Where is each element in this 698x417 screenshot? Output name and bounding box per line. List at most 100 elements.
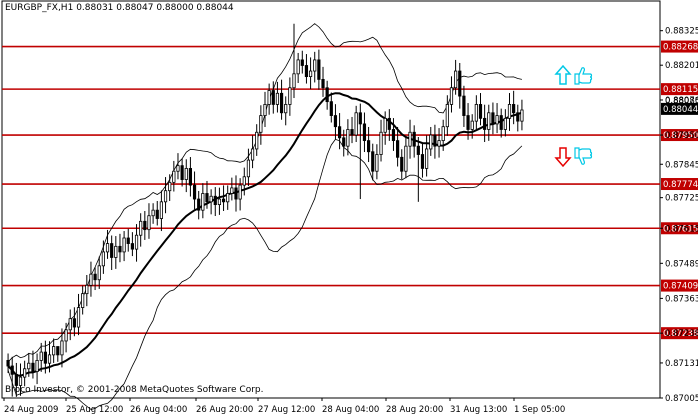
price-tick-label-hidden: 0.88085 (665, 96, 698, 106)
candle-body (425, 148, 429, 169)
level-label-text: 0.87950 (663, 131, 698, 141)
candle-body (503, 117, 507, 130)
candle-body (317, 59, 321, 80)
level-label-bg (661, 178, 698, 191)
candle-body (180, 165, 184, 180)
candle-body (101, 251, 105, 267)
candle-body (68, 318, 72, 331)
candle-body (487, 112, 491, 130)
lower-band (7, 138, 523, 410)
level-label-text: 0.87238 (663, 329, 698, 339)
candle-body (362, 123, 367, 142)
candle-body (126, 237, 130, 244)
arrow-down-shape (554, 147, 572, 168)
price-tick-label: 0.87725 (665, 194, 698, 204)
candle-body (478, 104, 483, 119)
candle-body (242, 176, 246, 186)
upper-band (7, 23, 522, 363)
candle-body (159, 201, 163, 219)
candle-body (217, 198, 222, 206)
bollinger-bands (7, 23, 523, 410)
arrow-up-icon (554, 64, 572, 85)
candle-body (60, 340, 64, 356)
chart-frame (1, 0, 661, 399)
candle-body (383, 117, 387, 133)
candle-body (122, 237, 126, 253)
candle-body (437, 140, 441, 147)
price-tick-label: 0.87950 (665, 131, 698, 141)
arrow-down-icon (554, 147, 572, 168)
candle-body (466, 115, 470, 130)
candle-body (491, 112, 495, 125)
price-tick-label: 0.88325 (665, 27, 698, 37)
level-label-text: 0.87409 (663, 282, 698, 292)
level-label-text: 0.88268 (663, 43, 698, 53)
level-lines (2, 45, 660, 334)
candle-body (155, 209, 159, 219)
candle-body (329, 101, 333, 116)
candle-body (47, 354, 52, 364)
candle-body (172, 170, 176, 183)
candle-body (18, 376, 23, 386)
price-tick-label: 0.87615 (665, 224, 698, 234)
candles (6, 23, 524, 397)
time-tick-label: 28 Aug 04:00 (322, 405, 379, 415)
candle-body (441, 126, 445, 142)
candle-body (512, 104, 516, 114)
candle-body (495, 115, 499, 125)
candle-body (110, 243, 114, 258)
time-axis: 24 Aug 2009 25 Aug 12:00 26 Aug 04:00 26 Au… (3, 398, 565, 415)
candle-body (300, 59, 304, 66)
candle-body (325, 87, 329, 103)
candle-body (259, 115, 263, 133)
candle-body (346, 129, 350, 147)
candle-body (188, 168, 193, 186)
level-label-text: 0.88115 (663, 85, 698, 95)
time-tick-label: 26 Aug 04:00 (130, 405, 187, 415)
candle-body (209, 195, 213, 203)
level-label-text: 0.87774 (663, 180, 698, 190)
level-label-text: 0.87615 (663, 224, 698, 234)
candle-body (39, 351, 43, 361)
candle-body (14, 373, 18, 386)
candle-body (387, 117, 391, 130)
candle-body (391, 129, 396, 142)
candle-body (445, 104, 449, 128)
candle-body (246, 159, 251, 178)
level-label: 0.87774 (661, 178, 698, 191)
thumbs-up-icon (574, 67, 593, 85)
candle-body (275, 92, 280, 105)
candle-body (64, 329, 68, 342)
candle-body (184, 168, 188, 180)
level-label: 0.87950 (661, 129, 698, 142)
copyright-text: Broco Investor, © 2001-2008 MetaQuotes S… (5, 385, 264, 395)
candle-body (56, 346, 60, 356)
chart-header: EURGBP_FX,H1 0.88031 0.88047 0.88000 0.8… (5, 3, 234, 13)
time-tick-label: 27 Aug 12:00 (258, 405, 315, 415)
candle-body (371, 151, 375, 172)
level-label: 0.88115 (661, 83, 698, 96)
candle-body (520, 109, 524, 122)
candle-body (255, 131, 259, 150)
candle-body (474, 104, 478, 122)
level-label-bg (661, 222, 698, 235)
price-axis: 0.88268 0.88115 0.87950 0.87774 0.87615 0.874… (660, 27, 698, 404)
candle-body (27, 362, 31, 370)
price-tick-label: 0.87131 (665, 359, 698, 369)
price-tick-label: 0.87845 (665, 160, 698, 170)
candle-body (10, 365, 14, 375)
candle-body (151, 209, 155, 217)
candle-body (81, 293, 85, 308)
candle-body (483, 117, 487, 130)
candle-body (429, 134, 433, 150)
candle-body (404, 145, 408, 172)
candle-body (267, 90, 271, 105)
candle-body (321, 78, 325, 89)
candle-body (379, 131, 383, 155)
candle-body (118, 245, 122, 253)
candle-body (205, 193, 209, 203)
symbol-label: EURGBP_FX,H1 (5, 3, 74, 13)
candle-body (192, 184, 197, 200)
